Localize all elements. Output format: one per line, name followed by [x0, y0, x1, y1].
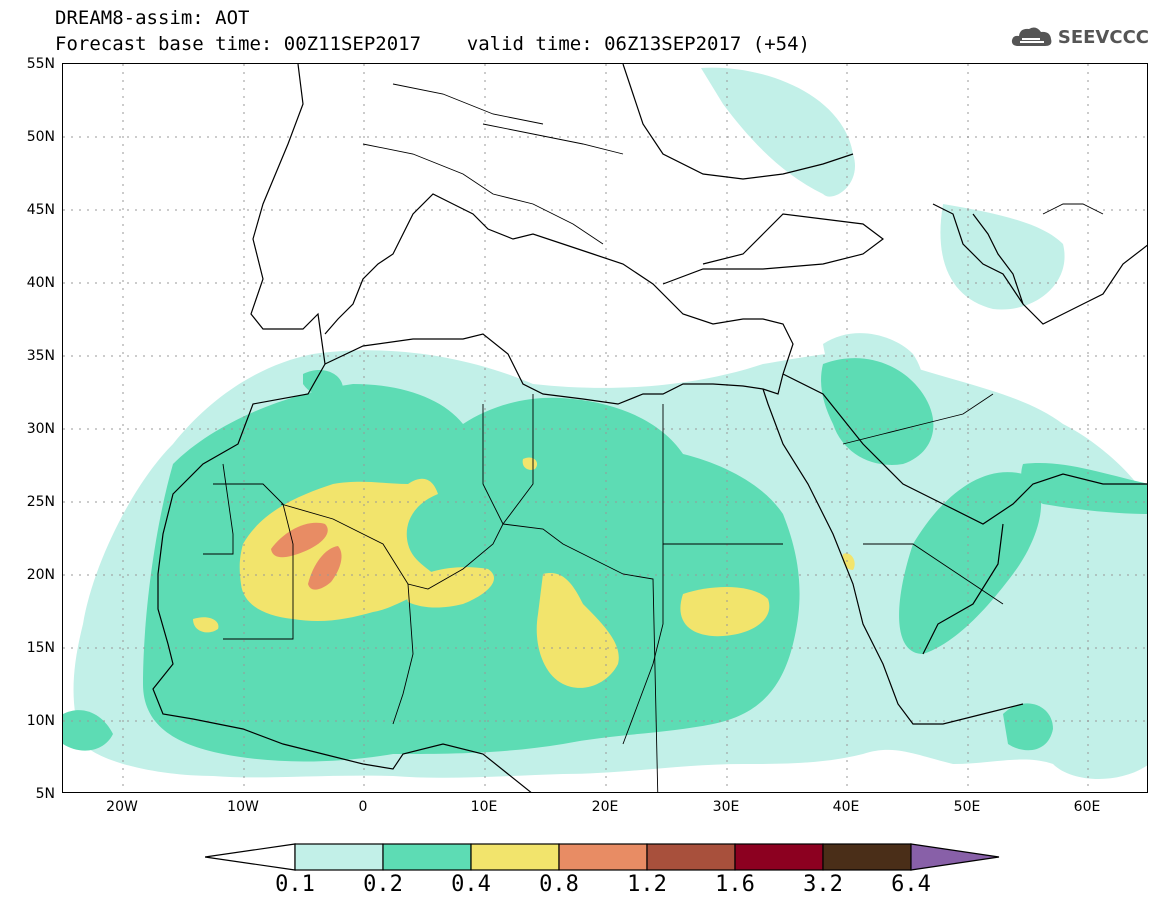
seevccc-logo: SEEVCCC: [1010, 24, 1149, 50]
colorbar-bin-1.2-1.6: [646, 843, 736, 871]
lon-label-10w: 10W: [227, 799, 259, 815]
lat-label-25n: 25N: [26, 494, 55, 510]
lon-label-40e: 40E: [832, 799, 860, 815]
chart-title: DREAM8-assim: AOT: [55, 7, 250, 29]
lon-label-30e: 30E: [712, 799, 740, 815]
lon-label-20e: 20E: [591, 799, 619, 815]
colorbar-bin-3.2-6.4: [822, 843, 912, 871]
lat-label-50n: 50N: [26, 129, 55, 145]
logo-text: SEEVCCC: [1057, 26, 1149, 48]
colorbar-label-0.4: 0.4: [451, 872, 491, 897]
aot-0.4-fill: [193, 457, 855, 688]
colorbar-label-0.2: 0.2: [363, 872, 403, 897]
colorbar-bin-1.6-3.2: [734, 843, 824, 871]
lat-label-55n: 55N: [26, 56, 55, 72]
aot-0.8-fill: [271, 522, 342, 590]
aot-map: [62, 63, 1148, 793]
colorbar-bin-0.1-0.2: [294, 843, 384, 871]
forecast-time-line: Forecast base time: 00Z11SEP2017 valid t…: [55, 33, 810, 55]
colorbar-label-0.8: 0.8: [539, 872, 579, 897]
graticule: [63, 64, 1147, 792]
colorbar-upper-arrow: [910, 843, 1000, 871]
colorbar: [205, 843, 1000, 871]
lat-label-30n: 30N: [26, 421, 55, 437]
lat-label-5n: 5N: [35, 786, 55, 802]
lat-label-40n: 40N: [26, 275, 55, 291]
colorbar-label-1.2: 1.2: [627, 872, 667, 897]
colorbar-label-3.2: 3.2: [803, 872, 843, 897]
colorbar-bin-0.2-0.4: [382, 843, 472, 871]
lon-label-0: 0: [358, 799, 368, 815]
lat-label-20n: 20N: [26, 567, 55, 583]
lon-label-20w: 20W: [106, 799, 138, 815]
cloud-logo-icon: [1011, 27, 1052, 46]
colorbar-label-1.6: 1.6: [715, 872, 755, 897]
colorbar-label-0.1: 0.1: [275, 872, 315, 897]
lat-label-10n: 10N: [26, 713, 55, 729]
lon-label-60e: 60E: [1073, 799, 1101, 815]
lat-label-45n: 45N: [26, 202, 55, 218]
colorbar-label-6.4: 6.4: [891, 872, 931, 897]
colorbar-bin-0.8-1.2: [558, 843, 648, 871]
country-borders: [203, 83, 1104, 792]
coastlines: [152, 64, 1147, 792]
lat-label-35n: 35N: [26, 348, 55, 364]
colorbar-lower-arrow: [205, 843, 296, 871]
colorbar-bin-0.4-0.8: [470, 843, 560, 871]
lon-label-10e: 10E: [470, 799, 498, 815]
lat-label-15n: 15N: [26, 640, 55, 656]
lon-label-50e: 50E: [953, 799, 981, 815]
